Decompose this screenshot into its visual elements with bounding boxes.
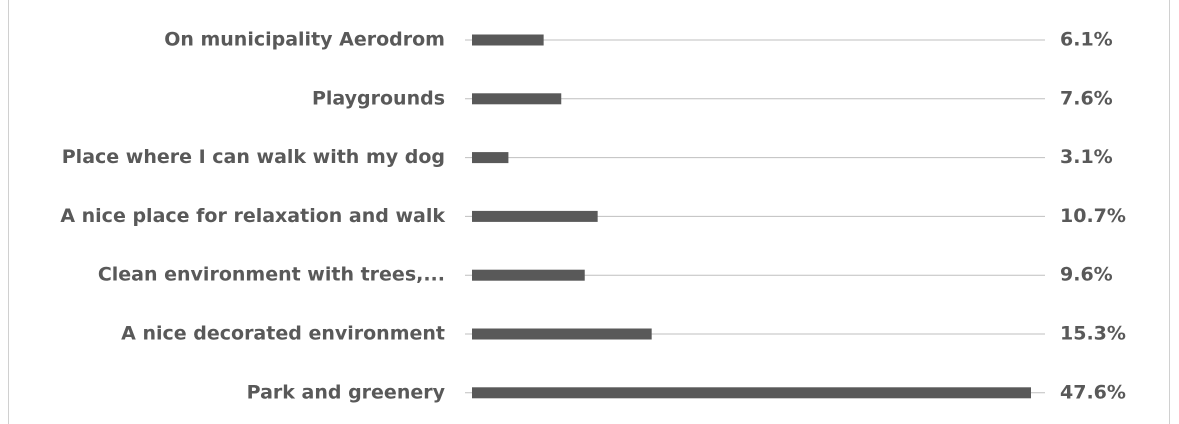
category-label: A nice place for relaxation and walk [60,205,445,227]
category-label: On municipality Aerodrom [164,29,445,51]
value-label: 47.6% [1060,381,1126,403]
value-label: 3.1% [1060,146,1113,168]
category-label: Playgrounds [312,87,445,109]
value-label: 15.3% [1060,323,1126,345]
bar [472,387,1031,399]
bar [472,269,585,281]
bar [472,210,598,222]
bar [472,93,562,105]
value-label: 7.6% [1060,87,1113,109]
category-label: Park and greenery [247,381,446,403]
value-label: 10.7% [1060,205,1126,227]
bar [472,34,544,46]
category-label: A nice decorated environment [121,323,445,345]
bar [472,152,509,164]
value-label: 9.6% [1060,264,1113,286]
category-label: Clean environment with trees,... [98,264,445,286]
category-label: Place where I can walk with my dog [62,146,445,168]
value-label: 6.1% [1060,29,1113,51]
bar [472,328,652,340]
